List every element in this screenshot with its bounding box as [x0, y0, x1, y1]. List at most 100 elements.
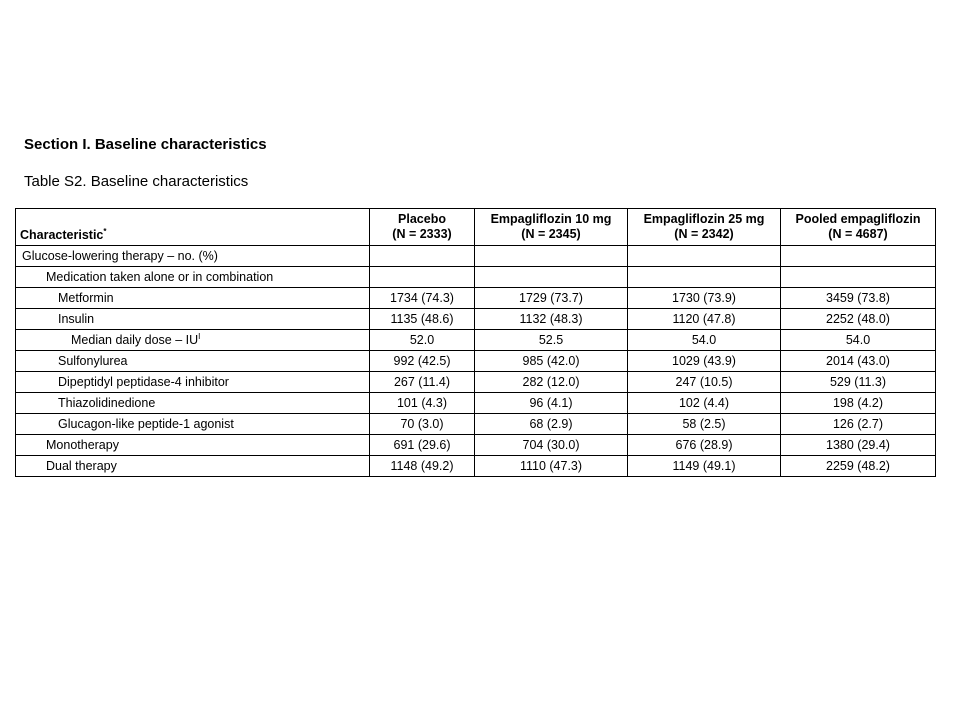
row-label: Insulin [58, 312, 95, 326]
value-cell [780, 266, 936, 288]
table-row: Glucose-lowering therapy – no. (%) [15, 245, 936, 267]
value-cell: 3459 (73.8) [780, 287, 936, 309]
value-cell [627, 266, 781, 288]
value-cell: 1132 (48.3) [474, 308, 628, 330]
cell-value: 68 (2.9) [529, 417, 573, 431]
cell-value: 2014 (43.0) [826, 354, 890, 368]
row-label: Medication taken alone or in combination [46, 270, 274, 284]
header-cell: Characteristic* [15, 208, 370, 246]
column-n: (N = 2345) [521, 227, 581, 241]
value-cell: 52.5 [474, 329, 628, 351]
value-cell: 676 (28.9) [627, 434, 781, 456]
value-cell: 1149 (49.1) [627, 455, 781, 477]
row-label: Dual therapy [46, 459, 117, 473]
column-label: Empagliflozin 25 mg [643, 212, 765, 226]
cell-value: 1120 (47.8) [672, 312, 736, 326]
cell-value: 676 (28.9) [675, 438, 733, 452]
table-row: Dipeptidyl peptidase-4 inhibitor 267 (11.… [15, 371, 936, 393]
cell-value: 1729 (73.7) [519, 291, 583, 305]
cell-value: 1149 (49.1) [672, 459, 736, 473]
value-cell: 704 (30.0) [474, 434, 628, 456]
cell-value: 1132 (48.3) [519, 312, 583, 326]
value-cell [369, 245, 475, 267]
table-row: Dual therapy 1148 (49.2) 1110 (47.3) 1149 (… [15, 455, 936, 477]
value-cell: 68 (2.9) [474, 413, 628, 435]
row-label-cell: Dipeptidyl peptidase-4 inhibitor [15, 371, 370, 393]
row-label: Median daily dose – IU [71, 333, 199, 347]
value-cell: 54.0 [627, 329, 781, 351]
header-cell: Pooled empagliflozin (N = 4687) [780, 208, 936, 246]
value-cell: 58 (2.5) [627, 413, 781, 435]
value-cell: 126 (2.7) [780, 413, 936, 435]
column-label: Empagliflozin 10 mg [490, 212, 612, 226]
value-cell [627, 245, 781, 267]
cell-value: 198 (4.2) [832, 396, 884, 410]
cell-value: 58 (2.5) [682, 417, 726, 431]
column-n: (N = 4687) [828, 227, 888, 241]
header-label: Characteristic [20, 228, 104, 242]
value-cell: 2259 (48.2) [780, 455, 936, 477]
row-label-cell: Medication taken alone or in combination [15, 266, 370, 288]
table-caption: Table S2. Baseline characteristics [24, 173, 249, 190]
value-cell: 282 (12.0) [474, 371, 628, 393]
header-row: Characteristic* Placebo (N = 2333) Empaglif… [15, 208, 936, 246]
value-cell: 1730 (73.9) [627, 287, 781, 309]
cell-value: 1730 (73.9) [672, 291, 736, 305]
value-cell [780, 245, 936, 267]
cell-value: 2252 (48.0) [826, 312, 890, 326]
value-cell: 96 (4.1) [474, 392, 628, 414]
table-row: Insulin 1135 (48.6) 1132 (48.3) 1120 (47.8)… [15, 308, 936, 330]
row-label: Dipeptidyl peptidase-4 inhibitor [58, 375, 229, 389]
header-cell: Empagliflozin 10 mg (N = 2345) [474, 208, 628, 246]
row-label-cell: Metformin [15, 287, 370, 309]
value-cell: 1120 (47.8) [627, 308, 781, 330]
cell-value: 247 (10.5) [675, 375, 733, 389]
cell-value: 52.0 [409, 333, 435, 347]
value-cell: 1734 (74.3) [369, 287, 475, 309]
cell-value: 54.0 [691, 333, 717, 347]
cell-value: 992 (42.5) [393, 354, 451, 368]
value-cell: 267 (11.4) [369, 371, 475, 393]
cell-value: 282 (12.0) [522, 375, 580, 389]
value-cell: 992 (42.5) [369, 350, 475, 372]
cell-value: 529 (11.3) [829, 375, 887, 389]
value-cell [369, 266, 475, 288]
row-label: Metformin [58, 291, 114, 305]
footnote-mark: I [198, 331, 201, 341]
cell-value: 96 (4.1) [529, 396, 573, 410]
table-row: Thiazolidinedione 101 (4.3) 96 (4.1) 102 (4… [15, 392, 936, 414]
section-heading: Section I. Baseline characteristics [24, 136, 267, 153]
column-label: Placebo [398, 212, 446, 226]
cell-value: 267 (11.4) [393, 375, 451, 389]
cell-value: 985 (42.0) [522, 354, 580, 368]
value-cell: 1148 (49.2) [369, 455, 475, 477]
value-cell: 1380 (29.4) [780, 434, 936, 456]
value-cell: 52.0 [369, 329, 475, 351]
row-label: Sulfonylurea [58, 354, 128, 368]
table-row: Metformin 1734 (74.3) 1729 (73.7) 1730 (73.… [15, 287, 936, 309]
table-row: Glucagon-like peptide-1 agonist 70 (3.0) 6… [15, 413, 936, 435]
value-cell: 54.0 [780, 329, 936, 351]
row-label-cell: Insulin [15, 308, 370, 330]
header-cell: Placebo (N = 2333) [369, 208, 475, 246]
value-cell [474, 266, 628, 288]
cell-value: 2259 (48.2) [826, 459, 890, 473]
value-cell: 70 (3.0) [369, 413, 475, 435]
cell-value: 102 (4.4) [678, 396, 730, 410]
value-cell: 1110 (47.3) [474, 455, 628, 477]
row-label: Glucagon-like peptide-1 agonist [58, 417, 234, 431]
row-label-cell: Thiazolidinedione [15, 392, 370, 414]
header-cell: Empagliflozin 25 mg (N = 2342) [627, 208, 781, 246]
table-row: Monotherapy 691 (29.6) 704 (30.0) 676 (28.9… [15, 434, 936, 456]
cell-value: 1148 (49.2) [390, 459, 454, 473]
cell-value: 704 (30.0) [522, 438, 580, 452]
value-cell: 247 (10.5) [627, 371, 781, 393]
table-row: Sulfonylurea 992 (42.5) 985 (42.0) 1029 (43… [15, 350, 936, 372]
cell-value: 1029 (43.9) [672, 354, 736, 368]
baseline-table: Characteristic* Placebo (N = 2333) Empaglif… [15, 208, 936, 477]
cell-value: 691 (29.6) [393, 438, 451, 452]
value-cell: 102 (4.4) [627, 392, 781, 414]
value-cell: 2014 (43.0) [780, 350, 936, 372]
cell-value: 126 (2.7) [832, 417, 884, 431]
